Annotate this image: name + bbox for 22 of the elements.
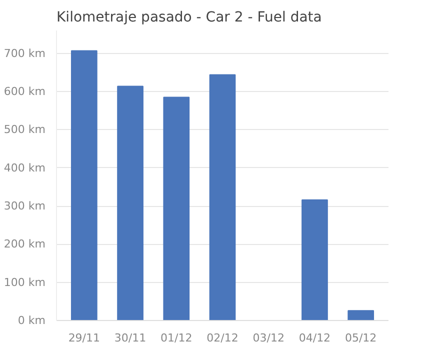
x-tick-label: 29/11 <box>68 332 100 344</box>
y-tick-label: 200 km <box>4 238 46 251</box>
bar <box>302 199 328 320</box>
y-tick-label: 300 km <box>4 200 46 213</box>
y-tick-label: 500 km <box>4 123 46 136</box>
y-tick-label: 600 km <box>4 85 46 98</box>
y-tick-label: 0 km <box>18 314 46 327</box>
bar <box>163 96 190 320</box>
x-tick-label: 02/12 <box>206 332 238 344</box>
x-tick-label: 01/12 <box>160 332 192 344</box>
y-tick-label: 400 km <box>4 161 46 174</box>
x-tick-label: 30/11 <box>114 332 146 344</box>
y-tick-label: 700 km <box>4 46 46 60</box>
x-tick-label: 04/12 <box>298 332 331 344</box>
bar <box>70 50 98 320</box>
bar <box>348 310 374 320</box>
y-tick-label: 100 km <box>4 276 46 289</box>
x-tick-label: 05/12 <box>344 332 377 344</box>
chart-title: Kilometraje pasado - Car 2 - Fuel data <box>56 10 322 26</box>
bar <box>209 74 236 320</box>
bar <box>117 86 144 320</box>
x-tick-label: 03/12 <box>252 332 284 344</box>
